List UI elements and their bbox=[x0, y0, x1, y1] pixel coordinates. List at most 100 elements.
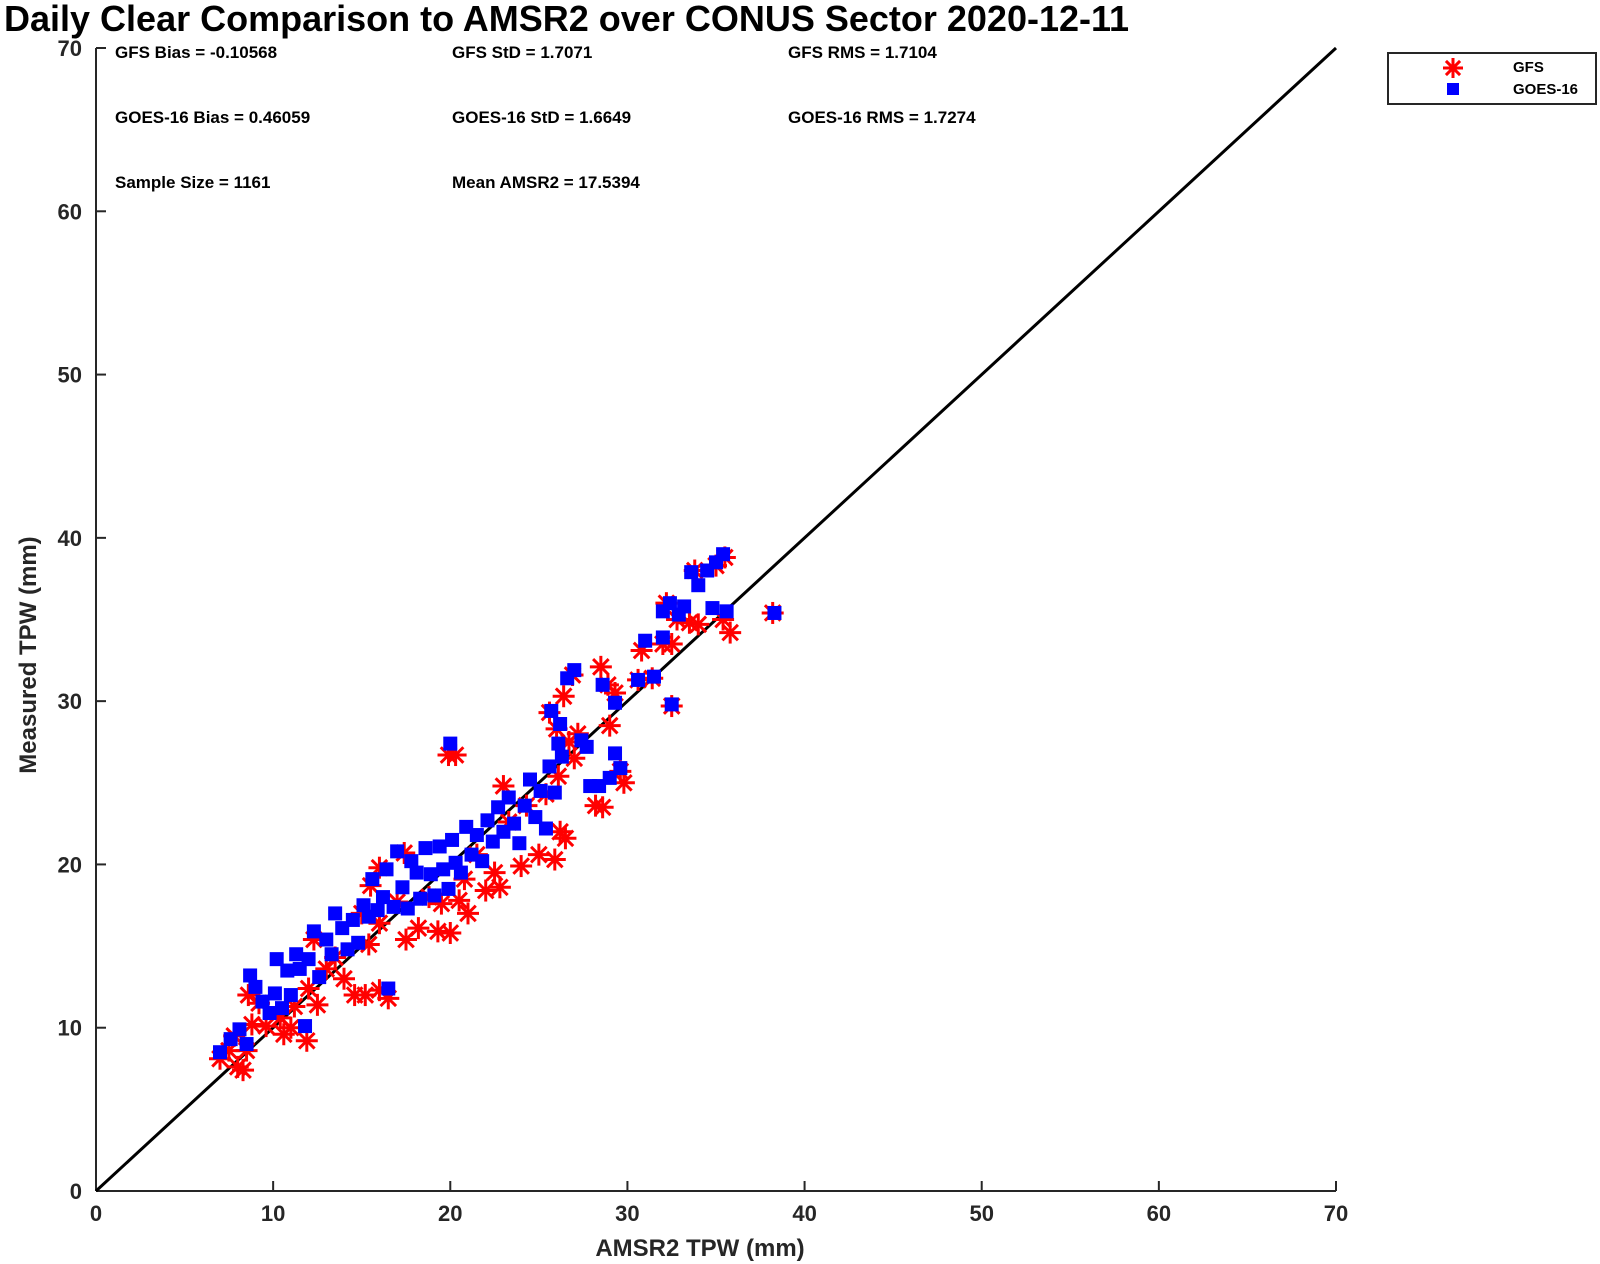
gfs-point bbox=[333, 967, 355, 990]
goes-16-point bbox=[335, 921, 350, 936]
goes-16-point bbox=[553, 717, 568, 732]
goes-16-point bbox=[579, 739, 594, 754]
gfs-point bbox=[457, 902, 479, 925]
goes-16-point bbox=[443, 736, 458, 751]
y-axis-label: Measured TPW (mm) bbox=[15, 536, 42, 773]
goes-16-point bbox=[544, 703, 559, 718]
x-tick-label: 60 bbox=[1147, 1201, 1171, 1226]
goes-16-point bbox=[269, 952, 284, 967]
x-tick-label: 50 bbox=[969, 1201, 993, 1226]
goes-16-point bbox=[239, 1037, 254, 1052]
goes-16-point bbox=[301, 952, 316, 967]
goes-16-point bbox=[381, 981, 396, 996]
gfs-point bbox=[407, 917, 430, 940]
goes-16-point bbox=[243, 968, 258, 983]
goes-16-point bbox=[631, 672, 646, 687]
goes-16-point bbox=[379, 862, 394, 877]
goes-16-point bbox=[340, 942, 355, 957]
goes-16-point bbox=[528, 810, 543, 825]
legend-goes-marker bbox=[1447, 83, 1459, 95]
stats-annotations: GFS Bias = -0.10568 GFS StD = 1.7071 GFS… bbox=[115, 43, 976, 192]
goes-16-point bbox=[705, 601, 720, 616]
goes-16-point bbox=[592, 779, 607, 794]
goes-16-point bbox=[512, 836, 527, 851]
goes-16-point bbox=[567, 663, 582, 678]
goes-16-point bbox=[485, 834, 500, 849]
goes-16-point bbox=[324, 947, 339, 962]
goes-16-point bbox=[409, 865, 424, 880]
gfs-point bbox=[483, 861, 506, 884]
goes-16-point bbox=[427, 888, 442, 903]
goes-16-point bbox=[289, 947, 304, 962]
goes-16-point bbox=[283, 988, 298, 1003]
annotation-gfs-rms: GFS RMS = 1.7104 bbox=[788, 43, 937, 62]
x-tick-label: 70 bbox=[1324, 1201, 1348, 1226]
x-ticks: 0 10 20 30 40 50 60 70 bbox=[90, 1181, 1348, 1226]
goes-16-point bbox=[475, 854, 490, 869]
goes-16-point bbox=[386, 899, 401, 914]
goes-16-point bbox=[351, 935, 366, 950]
goes-16-point bbox=[280, 963, 295, 978]
y-ticks: 0 10 20 30 40 50 60 70 bbox=[58, 36, 106, 1204]
goes-16-point bbox=[547, 785, 562, 800]
goes-16-point bbox=[423, 867, 438, 882]
y-tick-label: 70 bbox=[58, 36, 82, 61]
legend-gfs-asterisk bbox=[1443, 58, 1463, 78]
gfs-point bbox=[598, 714, 621, 737]
gfs-point bbox=[295, 1029, 318, 1052]
goes-16-point bbox=[370, 903, 385, 918]
x-tick-label: 10 bbox=[261, 1201, 285, 1226]
goes-16-point bbox=[453, 865, 468, 880]
goes-16-point bbox=[496, 824, 511, 839]
goes-16-point bbox=[395, 880, 410, 895]
goes-16-point bbox=[677, 599, 692, 614]
x-tick-label: 40 bbox=[792, 1201, 816, 1226]
gfs-point bbox=[279, 1016, 302, 1039]
goes-16-point bbox=[267, 986, 282, 1001]
goes-16-point bbox=[480, 813, 495, 828]
goes-16-point bbox=[445, 832, 460, 847]
y-tick-label: 50 bbox=[58, 363, 82, 388]
goes-16-point bbox=[298, 1019, 313, 1034]
goes-16-point bbox=[517, 798, 532, 813]
annotation-gfs-bias: GFS Bias = -0.10568 bbox=[115, 43, 277, 62]
goes-16-point bbox=[255, 994, 270, 1009]
goes-16-point bbox=[404, 854, 419, 869]
goes-16-point bbox=[691, 578, 706, 593]
goes-16-point bbox=[647, 669, 661, 684]
goes-16-point bbox=[501, 790, 516, 805]
annotation-goes-rms: GOES-16 RMS = 1.7274 bbox=[788, 108, 976, 127]
goes-16-point bbox=[767, 605, 782, 620]
goes-16-point bbox=[232, 1022, 247, 1037]
goes-16-point bbox=[312, 970, 327, 985]
gfs-point bbox=[554, 827, 577, 850]
y-tick-label: 40 bbox=[58, 526, 82, 551]
x-tick-label: 0 bbox=[90, 1201, 102, 1226]
goes-16-point bbox=[328, 906, 343, 921]
annotation-gfs-std: GFS StD = 1.7071 bbox=[452, 43, 592, 62]
goes-16-point bbox=[662, 596, 677, 611]
goes-16-point bbox=[664, 697, 679, 712]
goes-16-point bbox=[491, 800, 506, 815]
y-tick-label: 0 bbox=[70, 1179, 82, 1204]
gfs-point bbox=[488, 876, 511, 899]
goes-16-point bbox=[613, 761, 628, 776]
goes-16-point bbox=[655, 630, 670, 645]
goes-16-point bbox=[441, 881, 456, 896]
gfs-point bbox=[439, 922, 462, 945]
legend-gfs-marker bbox=[1443, 58, 1463, 78]
annotation-mean-amsr2: Mean AMSR2 = 17.5394 bbox=[452, 173, 640, 192]
goes-16-point bbox=[469, 828, 484, 843]
annotation-goes-std: GOES-16 StD = 1.6649 bbox=[452, 108, 631, 127]
gfs-point bbox=[612, 771, 635, 794]
gfs-point bbox=[543, 848, 566, 871]
y-tick-label: 30 bbox=[58, 689, 82, 714]
gfs-point bbox=[510, 855, 533, 878]
goes-16-point bbox=[262, 1006, 277, 1021]
goes-16-point bbox=[248, 979, 263, 994]
goes-16-point bbox=[436, 862, 451, 877]
gfs-point bbox=[232, 1059, 255, 1082]
goes-16-point bbox=[356, 898, 371, 913]
goes-16-point bbox=[638, 633, 653, 648]
goes-16-point bbox=[551, 736, 566, 751]
